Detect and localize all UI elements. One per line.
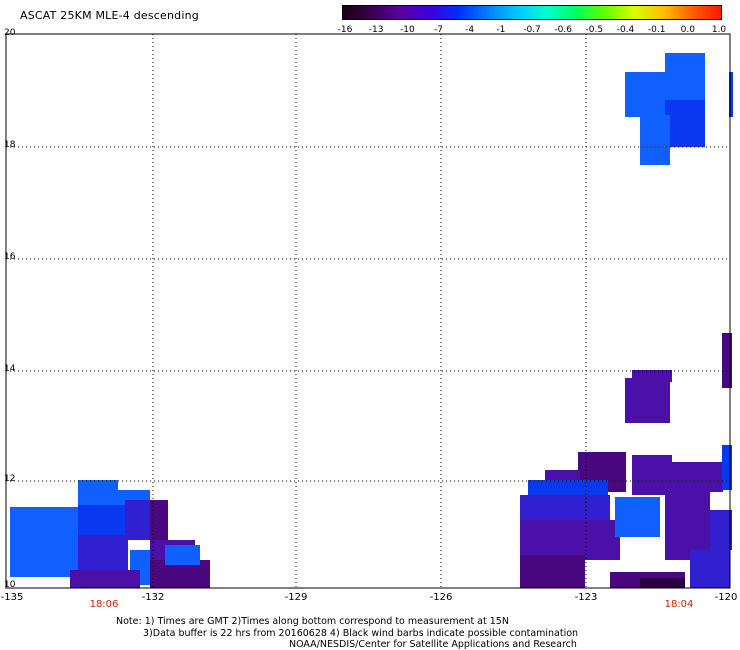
data-cell	[150, 500, 168, 540]
data-cell	[690, 550, 730, 588]
colorbar-label: -1	[496, 25, 506, 35]
colorbar-label: -0.1	[647, 25, 666, 35]
grid-lines	[6, 34, 730, 588]
y-tick-14: 14	[4, 364, 16, 374]
data-cell	[729, 72, 733, 117]
x-tick-129: -129	[284, 592, 308, 603]
note-line-3: NOAA/NESDIS/Center for Satellite Applica…	[289, 639, 577, 650]
data-cell	[125, 500, 150, 540]
x-tick-135: -135	[0, 592, 24, 603]
colorbar-label: -7	[434, 25, 443, 35]
data-cell	[70, 570, 140, 588]
data-cell	[10, 507, 80, 577]
colorbar-label: 0.0	[680, 25, 695, 35]
data-patches	[10, 53, 733, 588]
colorbar-label: -4	[465, 25, 475, 35]
y-tick-12: 12	[4, 474, 16, 484]
data-cell	[665, 53, 705, 103]
x-tick-123: -123	[574, 592, 598, 603]
colorbar-label: -0.6	[554, 25, 572, 35]
data-cell	[722, 333, 732, 388]
data-cell	[78, 505, 128, 540]
y-tick-16: 16	[4, 252, 16, 262]
colorbar-label: -0.4	[616, 25, 635, 35]
colorbar-label: -13	[368, 25, 384, 35]
data-cell	[615, 497, 660, 537]
data-cell	[665, 490, 710, 560]
data-cell	[520, 520, 620, 560]
y-tick-18: 18	[4, 140, 16, 150]
data-cell	[632, 370, 672, 382]
x-tick-132: -132	[141, 592, 165, 603]
data-cell	[690, 117, 705, 147]
data-cell	[722, 445, 732, 490]
data-cell	[710, 510, 732, 550]
data-cell	[165, 545, 200, 565]
data-cell	[668, 462, 723, 492]
time-label-left: 18:06	[89, 599, 119, 610]
data-cell	[640, 115, 670, 165]
x-tick-120: -120	[714, 592, 738, 603]
time-label-right: 18:04	[664, 599, 694, 610]
data-cell	[632, 455, 672, 495]
colorbar-label: -0.5	[585, 25, 604, 35]
colorbar-label: -0.7	[523, 25, 541, 35]
note-line-2: 3)Data buffer is 22 hrs from 20160628 4)…	[143, 628, 579, 639]
colorbar-label: -10	[399, 25, 415, 35]
data-cell	[625, 72, 665, 117]
colorbar-label: -16	[337, 25, 353, 35]
note-line-1: Note: 1) Times are GMT 2)Times along bot…	[116, 616, 509, 627]
y-tick-20: 20	[4, 28, 16, 38]
y-tick-10: 10	[4, 580, 16, 590]
x-tick-126: -126	[429, 592, 453, 603]
data-cell	[625, 378, 670, 423]
plot-frame	[5, 33, 731, 589]
map-title: ASCAT 25KM MLE-4 descending	[20, 9, 199, 22]
data-cell	[640, 578, 685, 588]
colorbar-label: 1.0	[711, 25, 727, 35]
data-cell	[520, 555, 585, 588]
colorbar	[342, 5, 722, 20]
